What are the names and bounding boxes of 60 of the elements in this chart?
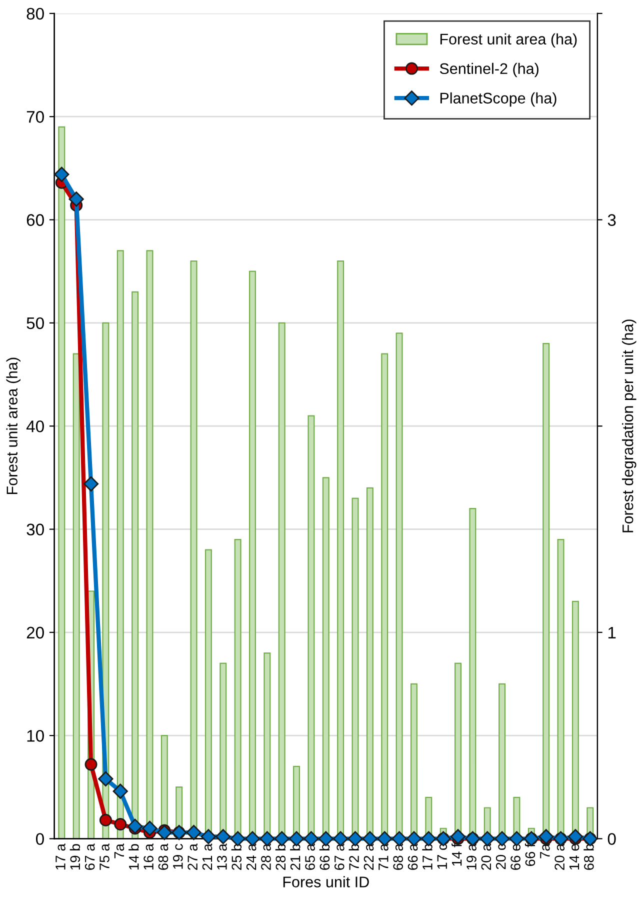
y-tick-label: 20 bbox=[26, 626, 44, 639]
point bbox=[200, 829, 216, 844]
point bbox=[421, 831, 436, 846]
x-tick-label: 7a bbox=[540, 844, 550, 858]
y-tick-label: 0 bbox=[36, 833, 44, 845]
x-tick-label: 68 a bbox=[158, 844, 168, 870]
point bbox=[288, 831, 304, 846]
x-tick-label: 13 a bbox=[217, 844, 227, 870]
bar bbox=[72, 353, 80, 839]
point bbox=[142, 820, 158, 836]
point bbox=[68, 192, 84, 207]
y-tick-label: 40 bbox=[26, 420, 44, 432]
y2-tick-label: 1 bbox=[608, 626, 616, 638]
point bbox=[84, 758, 98, 771]
y-tick-label: 60 bbox=[26, 214, 44, 226]
y-tick-label: 10 bbox=[27, 730, 44, 742]
legend-label: Forest unit area (ha) bbox=[440, 33, 577, 48]
x-tick-label: 19 b bbox=[70, 844, 80, 870]
y-tick-label: 30 bbox=[26, 524, 44, 536]
x-tick-label: 19 c bbox=[172, 844, 183, 869]
x-axis-title: Fores unit ID bbox=[283, 876, 369, 888]
y2-tick-label: 3 bbox=[608, 214, 616, 226]
bar bbox=[146, 250, 154, 839]
x-tick-label: 21 a bbox=[202, 844, 212, 870]
x-tick-label: 14 e bbox=[569, 844, 580, 870]
bar bbox=[58, 126, 66, 839]
x-tick-label: 75 a bbox=[100, 844, 110, 870]
y2-axis-title: Forest degradation per unit (ha) bbox=[622, 320, 636, 532]
bar bbox=[132, 291, 139, 839]
x-tick-label: 67 a bbox=[84, 844, 95, 870]
x-tick-label: 16 a bbox=[144, 844, 154, 870]
x-tick-label: 7a bbox=[114, 844, 124, 858]
bar bbox=[116, 250, 124, 839]
point bbox=[216, 829, 231, 844]
point bbox=[509, 831, 524, 846]
y-axis-title: Forest unit area (ha) bbox=[6, 358, 20, 494]
x-tick-label: 17 a bbox=[56, 844, 66, 870]
x-tick-label: 14 f bbox=[452, 844, 462, 866]
point bbox=[538, 829, 554, 844]
point bbox=[114, 818, 127, 831]
x-tick-label: 20 c bbox=[496, 844, 506, 870]
point bbox=[568, 829, 584, 844]
point bbox=[156, 824, 172, 840]
legend-label: Sentinel-2 (ha) bbox=[440, 62, 538, 78]
point bbox=[127, 818, 143, 834]
point bbox=[112, 784, 128, 799]
y-tick-label: 70 bbox=[26, 111, 44, 123]
x-tick-label: 14 b bbox=[128, 844, 139, 870]
point bbox=[54, 166, 70, 182]
point bbox=[83, 476, 99, 492]
legend-label: PlanetScope (ha) bbox=[440, 92, 556, 107]
y-tick-label: 80 bbox=[26, 8, 44, 20]
y2-tick-label: 0 bbox=[608, 833, 616, 845]
point bbox=[99, 814, 112, 826]
point bbox=[450, 829, 466, 844]
point bbox=[186, 824, 202, 840]
bar bbox=[190, 260, 198, 839]
point bbox=[98, 771, 114, 786]
x-tick-label: 27 a bbox=[188, 844, 198, 870]
y-tick-label: 50 bbox=[26, 317, 44, 330]
